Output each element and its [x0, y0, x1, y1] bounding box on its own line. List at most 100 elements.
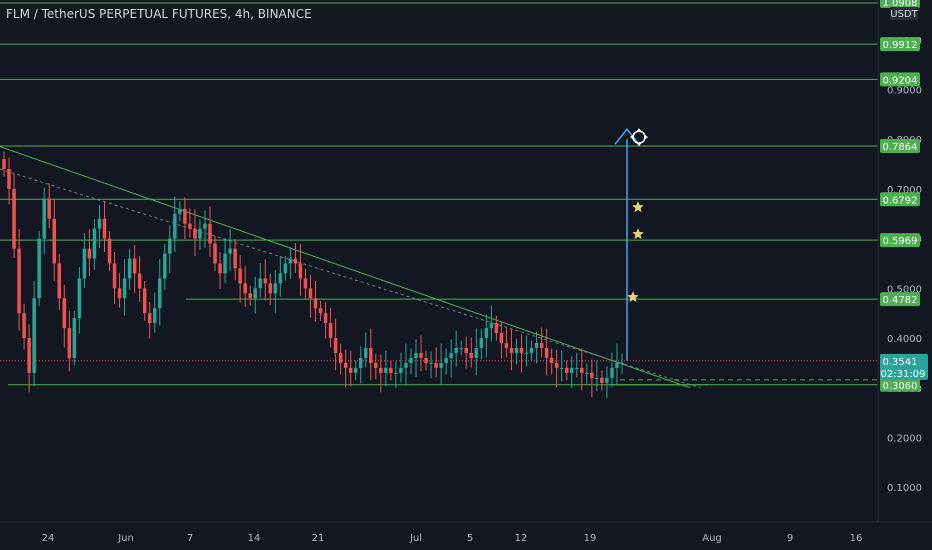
level-badge — [880, 192, 920, 207]
candle-body — [223, 253, 227, 274]
level-badge — [880, 138, 920, 153]
candle-body — [399, 367, 403, 373]
move-cursor-icon — [630, 128, 648, 147]
candle-body — [22, 313, 26, 339]
trend-line-dashed — [0, 168, 701, 389]
time-tick-label: 21 — [312, 533, 325, 544]
candle-body — [268, 283, 273, 294]
candle-body — [469, 352, 474, 358]
candle-body — [489, 323, 494, 329]
current-price-badge — [880, 353, 928, 380]
candle-body — [203, 223, 207, 229]
time-tick-label: 12 — [515, 533, 528, 544]
candle-body — [474, 348, 479, 358]
candle-body — [198, 228, 202, 239]
candle-body — [338, 352, 343, 363]
candle-body — [67, 328, 72, 358]
candle-body — [348, 367, 353, 373]
candle-body — [298, 263, 303, 279]
trend-line-upper — [0, 146, 691, 389]
candle-body — [132, 258, 137, 274]
candle-body — [549, 357, 554, 363]
candle-body — [333, 338, 338, 353]
candle-body — [374, 362, 378, 368]
candle-body — [384, 367, 388, 373]
candle-body — [263, 278, 268, 284]
price-tick-label: 0.1000 — [887, 483, 922, 494]
symbol-name: FLM / TetherUS PERPETUAL FUTURES — [6, 7, 228, 21]
candle-body — [414, 352, 418, 358]
time-tick-label: 9 — [787, 533, 793, 544]
move-cursor-ring — [632, 130, 646, 144]
candle-body — [303, 278, 308, 289]
candle-body — [358, 357, 363, 368]
price-tick-label: 0.4000 — [887, 334, 922, 345]
candle-body — [343, 362, 348, 368]
candle-body — [409, 357, 413, 363]
level-badge — [880, 292, 920, 307]
candle-body — [288, 258, 293, 264]
time-tick-label: Aug — [702, 533, 722, 544]
candle-body — [444, 357, 448, 363]
target-star-icon — [632, 201, 644, 213]
countdown-label: 02:31:09 — [881, 369, 926, 380]
candle-body — [534, 343, 539, 348]
move-cursor-arrows — [630, 128, 648, 147]
candle-body — [173, 213, 177, 239]
candle-body — [17, 248, 21, 314]
time-tick-label: Jun — [117, 533, 134, 544]
candle-body — [459, 348, 463, 349]
level-badge-label: 0.3060 — [883, 381, 918, 392]
price-axis[interactable]: 0.10000.20000.30000.40000.50000.60000.70… — [877, 0, 932, 550]
candle-body — [615, 362, 619, 368]
target-star-icon — [627, 291, 639, 302]
candle-body — [323, 313, 328, 324]
level-badge — [880, 37, 920, 52]
level-badge-top — [880, 0, 920, 8]
candle-body — [77, 278, 82, 319]
candle-body — [419, 352, 423, 358]
candle-body — [258, 278, 263, 289]
current-price-label: 0.3541 — [883, 357, 918, 368]
candle-body — [62, 298, 67, 329]
candle-body — [554, 362, 559, 368]
candle-body — [112, 263, 117, 289]
candle-body — [188, 223, 192, 229]
level-lines — [0, 2, 878, 386]
candle-body — [353, 367, 358, 373]
time-tick-label: 5 — [467, 533, 473, 544]
price-tick-label: 0.7000 — [887, 185, 922, 196]
candle-body — [152, 308, 157, 324]
candle-body — [57, 263, 62, 299]
candle-body — [363, 348, 368, 358]
candle-body — [404, 362, 408, 368]
candle-body — [610, 367, 614, 378]
time-tick-label: 14 — [248, 533, 261, 544]
candle-body — [504, 343, 509, 348]
candle-body — [394, 372, 398, 374]
time-tick-label: 19 — [584, 533, 597, 544]
candle-body — [218, 263, 222, 274]
candle-body — [37, 238, 41, 299]
candle-body — [213, 243, 217, 264]
time-axis[interactable]: 24 Jun 7 14 21 Jul 5 12 19 Aug 9 16 — [0, 521, 932, 544]
candle-body — [228, 248, 232, 254]
interval: 4h — [234, 7, 251, 21]
candle-body — [12, 188, 16, 249]
candle-body — [2, 159, 6, 170]
candle-body — [253, 288, 257, 299]
candle-body — [208, 223, 212, 244]
candle-body — [92, 228, 97, 259]
time-tick-label: 7 — [187, 533, 193, 544]
level-badge-top-label: 1.0908 — [883, 0, 918, 9]
candle-body — [600, 377, 604, 383]
candle-body — [87, 248, 92, 259]
candle-body — [47, 198, 51, 219]
candle-body — [590, 372, 594, 378]
price-axis-bg — [878, 0, 932, 550]
candle-body — [499, 333, 504, 344]
candle-body — [595, 377, 599, 379]
candle-body — [82, 248, 87, 279]
